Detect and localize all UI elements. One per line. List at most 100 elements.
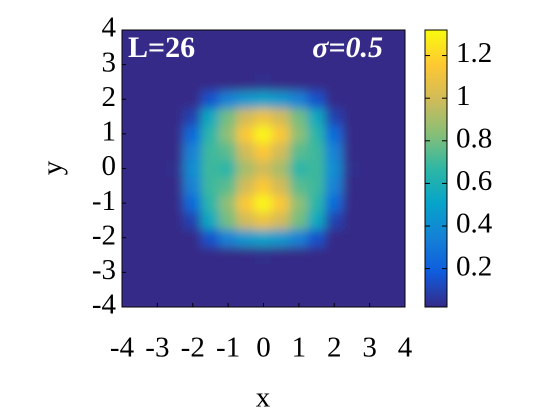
heatmap-cell — [165, 90, 185, 109]
x-tick-label: -3 — [145, 332, 169, 364]
heatmap-cell — [377, 159, 397, 178]
heatmap-cell — [307, 124, 326, 144]
heatmap-cell — [395, 211, 405, 230]
heatmap-cell — [254, 159, 273, 178]
heatmap-cell — [271, 55, 291, 74]
heatmap-cell — [342, 159, 362, 178]
y-tick-label: 2 — [102, 81, 117, 113]
colorbar — [424, 29, 448, 308]
heatmap-cell — [289, 193, 309, 213]
heatmap-cell — [395, 107, 405, 126]
heatmap-cell — [183, 38, 203, 57]
heatmap-cell — [395, 38, 405, 57]
heatmap-cell — [130, 193, 150, 213]
heatmap-cell — [307, 159, 326, 178]
heatmap-cell — [122, 245, 132, 265]
heatmap-cell — [324, 159, 344, 178]
colorbar-tick-label: 0.4 — [456, 208, 493, 240]
heatmap-cell — [324, 30, 344, 40]
heatmap-cell — [377, 107, 397, 126]
heatmap-cell — [183, 297, 203, 307]
heatmap-cell — [271, 211, 291, 230]
heatmap-cell — [236, 55, 256, 74]
heatmap-cell — [218, 297, 238, 307]
heatmap-cell — [289, 228, 309, 247]
heatmap-cell — [236, 90, 256, 109]
x-tick-label: 3 — [362, 332, 377, 364]
heatmap-cell — [360, 211, 379, 230]
heatmap-cell — [148, 280, 167, 299]
heatmap-cell — [122, 159, 132, 178]
heatmap-cell — [307, 176, 326, 195]
heatmap-cell — [218, 280, 238, 299]
heatmap-cell — [122, 142, 132, 161]
heatmap-cell — [218, 124, 238, 144]
heatmap-cell — [289, 72, 309, 92]
heatmap-cell — [342, 90, 362, 109]
heatmap-cell — [360, 124, 379, 144]
heatmap-cell — [122, 263, 132, 282]
heatmap-cell — [236, 107, 256, 126]
heatmap-cell — [395, 72, 405, 92]
heatmap-cell — [324, 142, 344, 161]
heatmap-cell — [165, 107, 185, 126]
heatmap-cell — [342, 193, 362, 213]
heatmap-cell — [236, 72, 256, 92]
heatmap-cell — [271, 142, 291, 161]
y-tick-label: -2 — [92, 219, 116, 251]
x-tick-label: -4 — [110, 332, 135, 364]
heatmap-cell — [218, 228, 238, 247]
heatmap-cell — [122, 30, 132, 40]
heatmap-cell — [360, 55, 379, 74]
heatmap-cell — [271, 159, 291, 178]
heatmap-cell — [271, 38, 291, 57]
heatmap-cell — [254, 263, 273, 282]
heatmap-cell — [395, 176, 405, 195]
heatmap-cell — [377, 263, 397, 282]
heatmap-cell — [165, 124, 185, 144]
heatmap-cell — [307, 38, 326, 57]
x-tick-label: -2 — [181, 332, 205, 364]
heatmap-cell — [289, 142, 309, 161]
heatmap-cell — [236, 159, 256, 178]
heatmap-cell — [307, 72, 326, 92]
heatmap-cell — [201, 193, 220, 213]
heatmap-cell — [183, 280, 203, 299]
heatmap-cell — [324, 228, 344, 247]
heatmap-cell — [165, 176, 185, 195]
heatmap-cell — [377, 228, 397, 247]
heatmap-cell — [130, 124, 150, 144]
heatmap-cell — [165, 30, 185, 40]
heatmap-cell — [183, 228, 203, 247]
heatmap-cell — [218, 176, 238, 195]
heatmap-cell — [254, 90, 273, 109]
heatmap-cell — [342, 297, 362, 307]
heatmap-cell — [148, 193, 167, 213]
heatmap-cell — [236, 245, 256, 265]
heatmap-cell — [360, 228, 379, 247]
heatmap-cell — [377, 55, 397, 74]
heatmap-cell — [148, 228, 167, 247]
heatmap-cell — [236, 176, 256, 195]
y-tick-label: 0 — [102, 150, 117, 182]
heatmap-cell — [271, 263, 291, 282]
heatmap-cell — [183, 30, 203, 40]
heatmap-cell — [377, 72, 397, 92]
colorbar-tick-label: 1.2 — [456, 37, 492, 69]
heatmap-cell — [201, 55, 220, 74]
heatmap-cell — [289, 176, 309, 195]
heatmap-cell — [271, 245, 291, 265]
heatmap-cell — [342, 38, 362, 57]
heatmap-cell — [289, 124, 309, 144]
heatmap-cell — [360, 142, 379, 161]
heatmap-cell — [342, 263, 362, 282]
colorbar-tick-label: 0.2 — [456, 250, 492, 282]
heatmap-cell — [395, 245, 405, 265]
heatmap-cell — [324, 176, 344, 195]
heatmap-cell — [324, 211, 344, 230]
heatmap-cell — [122, 228, 132, 247]
heatmap-cell — [289, 263, 309, 282]
heatmap-cell — [165, 263, 185, 282]
heatmap-cell — [342, 124, 362, 144]
heatmap-cell — [342, 211, 362, 230]
